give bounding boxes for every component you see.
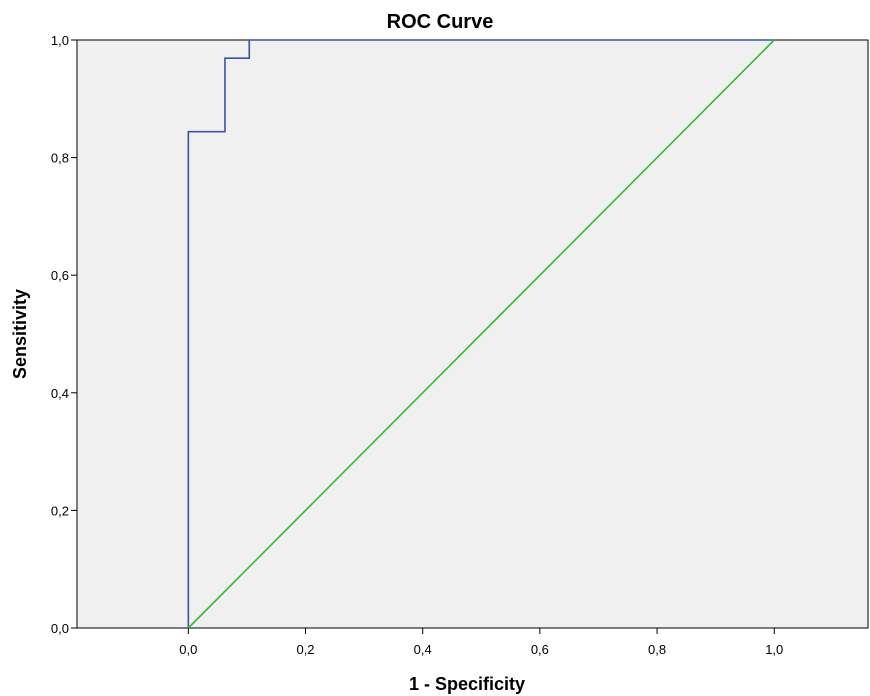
y-tick-label: 0,0 [51,621,69,636]
x-tick-label: 0,6 [531,642,549,657]
axes-layer: 0,0 0,2 0,4 0,6 0,8 1,0 0,0 0,2 0,4 0,6 0,8 1,0 [51,33,783,657]
y-tick-label: 0,4 [51,386,69,401]
y-axis-label: Sensitivity [10,289,30,379]
x-tick-label: 1,0 [765,642,783,657]
x-tick-label: 0,0 [179,642,197,657]
x-tick-label: 0,4 [414,642,432,657]
reference-diagonal-line [187,39,775,629]
y-tick-label: 1,0 [51,33,69,48]
x-tick-label: 0,2 [296,642,314,657]
roc-curve-line [187,39,775,628]
x-tick-label: 0,8 [648,642,666,657]
plot-area [76,39,869,629]
series-layer [187,39,775,629]
y-tick-label: 0,6 [51,268,69,283]
chart-title: ROC Curve [387,11,494,33]
x-axis-label: 1 - Specificity [409,674,525,694]
y-tick-label: 0,8 [51,151,69,166]
y-tick-label: 0,2 [51,503,69,518]
